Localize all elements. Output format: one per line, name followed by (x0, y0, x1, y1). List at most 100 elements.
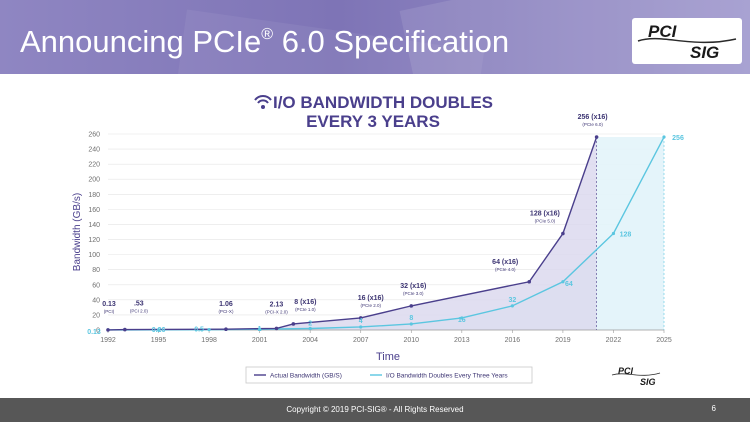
actual-sublabel-9: (PCIe 6.0) (582, 122, 603, 127)
y-tick-label-60: 60 (92, 282, 100, 289)
signal-arc-outer (254, 95, 272, 101)
y-axis-label: Bandwidth (GB/s) (72, 193, 83, 271)
x-tick-label-2004: 2004 (302, 337, 318, 344)
x-tick-label-2001: 2001 (252, 337, 268, 344)
slide-title-rest: 6.0 Specification (273, 24, 510, 59)
y-tick-label-140: 140 (88, 222, 100, 229)
x-axis-label: Time (376, 351, 400, 363)
trend-label-2016: 32 (508, 297, 516, 304)
legend-label-actual: Actual Bandwidth (GB/S) (270, 373, 342, 380)
actual-area-fill (108, 137, 597, 330)
trend-label-1998: 0.5 (194, 327, 204, 334)
slide-title-mark: ® (261, 26, 274, 43)
trend-point-2013 (460, 316, 464, 320)
mini-logo-sig: SIG (640, 377, 656, 387)
y-tick-label-40: 40 (92, 297, 100, 304)
actual-label-5: 16 (x16) (358, 295, 384, 302)
actual-label-3: 2.13 (270, 301, 284, 308)
trend-point-2001 (258, 327, 262, 331)
logo-swoosh (637, 37, 737, 44)
chart-title-line1: I/O BANDWIDTH DOUBLES (273, 93, 493, 112)
actual-sublabel-2: (PCI-X) (218, 309, 234, 314)
y-tick-label-120: 120 (88, 237, 100, 244)
actual-point-2010 (409, 304, 414, 308)
trend-label-1995: 0.26 (152, 327, 166, 334)
actual-series-line (107, 136, 598, 331)
trend-label-2004: 2 (308, 320, 312, 327)
data-labels: 0.13 0.26 0.5 12 4 8 1632641282560.13(PCI).53(… (87, 114, 684, 336)
x-tick-label-1992: 1992 (100, 337, 116, 344)
actual-sublabel-8: (PCIe 5.0) (535, 219, 556, 224)
projection-band (596, 137, 664, 330)
y-tick-label-240: 240 (88, 147, 100, 154)
actual-point-1992 (106, 328, 110, 332)
y-tick-label-200: 200 (88, 177, 100, 184)
actual-label-0: 0.13 (102, 301, 116, 308)
trend-label-2022: 128 (620, 232, 632, 239)
trend-label-2010: 8 (409, 315, 413, 322)
chart-area: I/O BANDWIDTH DOUBLES EVERY 3 YEARS 0 20 4… (0, 82, 750, 394)
x-tick-label-2025: 2025 (656, 337, 672, 344)
mini-logo-swoosh (611, 372, 661, 376)
pci-sig-logo: PCI SIG (632, 18, 742, 64)
y-tick-label-220: 220 (88, 162, 100, 169)
actual-point-2017 (527, 279, 532, 284)
trend-label-2019: 64 (565, 281, 573, 288)
actual-sublabel-3: (PCI-X 2.0) (265, 309, 288, 314)
actual-label-4: 8 (x16) (294, 299, 316, 306)
slide-title-main: Announcing PCIe (20, 24, 262, 59)
actual-sublabel-1: (PCI 2.0) (130, 309, 149, 314)
logo-text-pci: PCI (648, 22, 678, 41)
actual-sublabel-0: (PCI) (104, 309, 115, 314)
series-lines (106, 135, 666, 332)
x-tick-label-2019: 2019 (555, 337, 571, 344)
y-tick-label-100: 100 (88, 252, 100, 259)
trend-point-1995 (156, 328, 161, 332)
y-tick-label-0: 0 (96, 328, 100, 335)
mini-logo-pci: PCI (618, 366, 634, 376)
trend-label-2007: 4 (359, 318, 363, 325)
trend-label-1992: 0.13 (87, 329, 101, 336)
trend-point-2007 (359, 325, 363, 329)
x-tick-label-2022: 2022 (606, 337, 622, 344)
trend-point-2019 (561, 280, 565, 284)
y-tick-label-80: 80 (92, 267, 100, 274)
signal-arc-inner (257, 99, 269, 104)
actual-sublabel-5: (PCIe 2.0) (360, 303, 381, 308)
mini-pci-sig-logo: PCI SIG (611, 366, 661, 387)
actual-label-6: 32 (x16) (400, 283, 426, 290)
trend-point-2022 (611, 231, 616, 236)
x-tick-label-2013: 2013 (454, 337, 470, 344)
y-tick-label-260: 260 (88, 132, 100, 139)
bandwidth-chart: I/O BANDWIDTH DOUBLES EVERY 3 YEARS 0 20 4… (72, 93, 684, 387)
copyright-text: Copyright © 2019 PCI-SIG® - All Rights R… (286, 405, 464, 414)
trend-label-2013: 16 (458, 317, 466, 324)
actual-point-2007 (358, 316, 363, 320)
x-tick-label-2016: 2016 (505, 337, 521, 344)
signal-icon (254, 95, 272, 109)
y-tick-label-180: 180 (88, 192, 100, 199)
actual-label-8: 128 (x16) (530, 211, 560, 218)
actual-label-7: 64 (x16) (492, 259, 518, 266)
chart-legend: Actual Bandwidth (GB/S) I/O Bandwidth Dou… (245, 366, 533, 384)
actual-label-1: .53 (134, 301, 144, 308)
trend-label-2001: 1 (258, 326, 262, 333)
actual-sublabel-7: (PCIe 4.0) (495, 267, 516, 272)
trend-point-1998 (207, 328, 211, 332)
x-tick-label-1998: 1998 (201, 337, 217, 344)
trend-label-2025: 256 (672, 135, 684, 142)
actual-point-1999 (224, 327, 228, 332)
legend-label-trend: I/O Bandwidth Doubles Every Three Years (386, 373, 508, 380)
logo-text-sig: SIG (690, 43, 719, 62)
actual-sublabel-6: (PCIe 3.0) (403, 291, 424, 296)
trend-point-2010 (409, 322, 413, 326)
chart-title-line2: EVERY 3 YEARS (306, 112, 440, 131)
trend-point-2004 (308, 326, 312, 331)
x-tick-label-2007: 2007 (353, 337, 369, 344)
x-tick-label-2010: 2010 (403, 337, 419, 344)
signal-dot (261, 105, 265, 109)
slide-footer: Copyright © 2019 PCI-SIG® - All Rights R… (0, 398, 750, 422)
actual-label-9: 256 (x16) (578, 114, 608, 121)
chart-axes: 0 20 40 60 80 100 120 140 160 180 200 220 240 260 1992… (88, 132, 672, 345)
trend-point-2016 (510, 304, 514, 308)
